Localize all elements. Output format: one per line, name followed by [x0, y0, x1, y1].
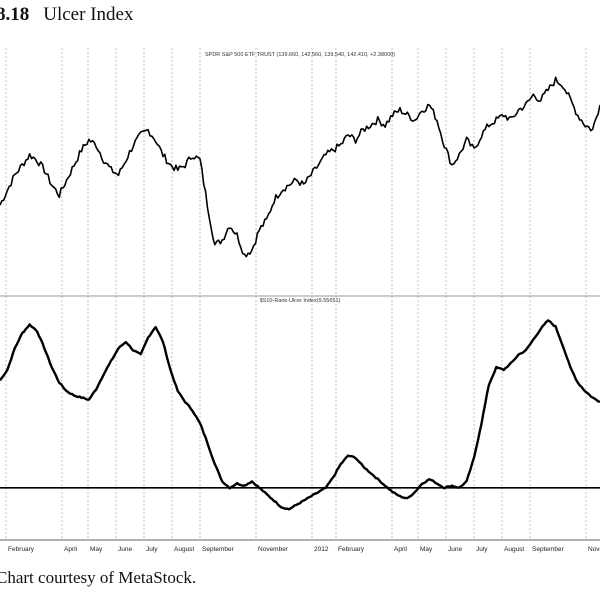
x-tick-label: August — [504, 546, 524, 553]
x-tick-label: September — [532, 546, 565, 553]
x-tick-label: July — [146, 546, 158, 553]
x-tick-label: February — [8, 546, 35, 553]
x-tick-label: May — [90, 546, 103, 553]
x-tick-label: August — [174, 546, 194, 553]
ulcer-series-line — [0, 319, 600, 511]
x-tick-label: 2012 — [314, 546, 329, 553]
x-tick-label: February — [338, 546, 365, 553]
ulcer-panel: $S10-Rank-Ulcer Index(9.55651) — [0, 298, 600, 511]
x-tick-label: November — [588, 546, 600, 553]
x-tick-label: November — [258, 546, 289, 553]
x-tick-label: September — [202, 546, 235, 553]
x-tick-label: May — [420, 546, 433, 553]
price-panel: SPDR S&P 500 ETF TRUST (139.660, 142.560… — [0, 52, 600, 258]
x-tick-label: July — [476, 546, 488, 553]
x-tick-label: April — [64, 546, 78, 553]
x-tick-label: April — [394, 546, 408, 553]
ulcer-panel-title: $S10-Rank-Ulcer Index(9.55651) — [260, 298, 341, 304]
price-series-line — [0, 76, 600, 258]
x-axis-ticks: February April May June July August September N… — [8, 546, 600, 553]
figure-caption: Chart courtesy of MetaStock. — [0, 568, 197, 587]
figure-title: Ulcer Index — [43, 4, 134, 25]
x-tick-label: June — [448, 546, 462, 553]
x-tick-label: June — [118, 546, 132, 553]
figure-number: 8.18 — [0, 4, 30, 25]
price-panel-title: SPDR S&P 500 ETF TRUST (139.660, 142.560… — [205, 52, 395, 58]
chart-area: SPDR S&P 500 ETF TRUST (139.660, 142.560… — [0, 40, 600, 560]
figure-heading: 8.18 Ulcer Index — [0, 4, 133, 26]
